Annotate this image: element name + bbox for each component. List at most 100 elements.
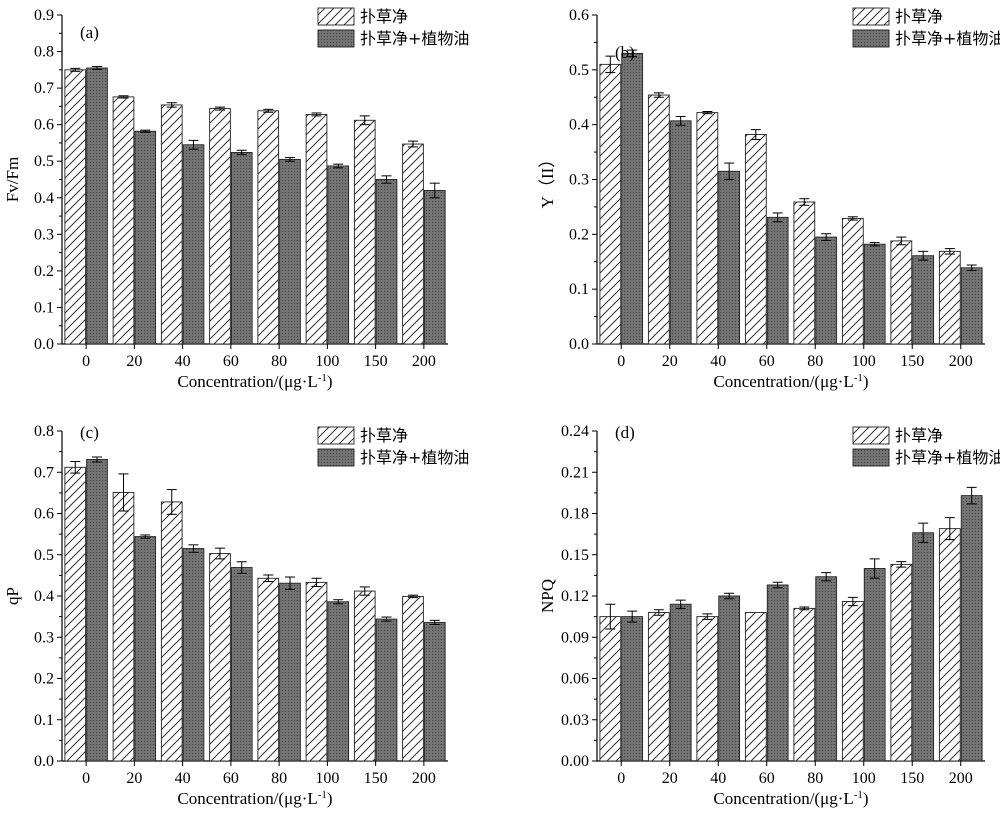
bar-prometryn (647, 612, 670, 762)
bar-prometryn (599, 616, 622, 762)
x-tick-label: 80 (807, 353, 823, 370)
bar-prometryn (257, 577, 280, 762)
y-tick-label: 0.0 (34, 336, 54, 353)
y-tick-label: 0.00 (561, 753, 589, 770)
y-tick-label: 0.15 (561, 547, 589, 564)
x-tick-label: 0 (617, 770, 625, 787)
bar-prometryn-oil (766, 584, 789, 762)
legend-label: 扑草净+植物油 (895, 448, 1000, 467)
legend-label: 扑草净+植物油 (895, 29, 1000, 48)
y-tick-label: 0.4 (569, 117, 589, 134)
y-tick-label: 0.3 (569, 172, 589, 189)
y-tick-label: 0.4 (34, 190, 54, 207)
bar-prometryn (64, 466, 87, 762)
bar-prometryn (841, 217, 864, 345)
legend-swatch (852, 7, 890, 26)
bar-prometryn-oil (815, 236, 838, 345)
bar-prometryn (64, 69, 87, 345)
bar-prometryn (402, 143, 424, 345)
bar-prometryn-oil (230, 151, 253, 345)
bar-prometryn (793, 607, 816, 762)
bar-prometryn (209, 108, 231, 345)
y-tick-label: 0.0 (34, 753, 54, 770)
panel-label: (a) (80, 23, 99, 42)
x-tick-label: 150 (364, 353, 388, 370)
bar-prometryn-oil (669, 120, 692, 345)
bar-prometryn (160, 501, 183, 762)
x-tick-label: 40 (710, 353, 726, 370)
x-tick-label: 200 (949, 770, 973, 787)
bar-prometryn (938, 250, 961, 345)
y-tick-label: 0.2 (34, 671, 54, 688)
bar-prometryn (305, 581, 328, 762)
bar-prometryn-oil (912, 255, 935, 345)
x-tick-label: 100 (315, 770, 339, 787)
bar-prometryn (938, 528, 961, 762)
y-tick-label: 0.3 (34, 226, 54, 243)
bar-prometryn-oil (718, 595, 741, 762)
x-tick-label: 60 (759, 770, 775, 787)
bar-prometryn-oil (863, 568, 886, 762)
x-tick-label: 200 (412, 770, 436, 787)
bar-prometryn (599, 63, 622, 345)
bar-prometryn-oil (960, 267, 983, 345)
legend-label: 扑草净+植物油 (360, 29, 469, 48)
bar-prometryn (890, 563, 913, 762)
y-tick-label: 0.0 (569, 336, 589, 353)
bar-prometryn (696, 616, 719, 762)
bar-prometryn-oil (279, 158, 301, 345)
x-tick-label: 200 (949, 353, 973, 370)
bar-prometryn (112, 492, 135, 762)
x-tick-label: 100 (315, 353, 339, 370)
x-tick-label: 20 (126, 353, 142, 370)
bar-prometryn (841, 601, 864, 762)
x-tick-label: 80 (271, 353, 287, 370)
legend-label: 扑草净 (360, 7, 408, 26)
x-tick-label: 150 (900, 353, 924, 370)
bar-prometryn (305, 113, 328, 345)
legend-swatch (317, 448, 355, 467)
x-tick-label: 200 (412, 353, 436, 370)
bar-prometryn-oil (718, 170, 741, 345)
legend-label: 扑草净 (895, 7, 943, 26)
y-tick-label: 0.03 (561, 712, 589, 729)
bar-prometryn-oil (815, 576, 838, 762)
x-tick-label: 0 (82, 353, 90, 370)
x-tick-label: 20 (662, 770, 678, 787)
bar-prometryn (744, 134, 767, 345)
bar-prometryn-oil (327, 601, 350, 762)
legend-swatch (317, 29, 355, 48)
x-axis-title: Concentration/(μg·L-1) (177, 372, 332, 391)
legend-swatch (852, 426, 890, 445)
x-tick-label: 60 (223, 353, 239, 370)
x-axis-title: Concentration/(μg·L-1) (177, 789, 332, 808)
bar-prometryn-oil (327, 165, 350, 345)
bar-prometryn (112, 96, 135, 345)
x-axis-title: Concentration/(μg·L-1) (713, 372, 868, 391)
y-tick-label: 0.6 (569, 7, 589, 24)
bar-prometryn-oil (134, 536, 157, 762)
bar-prometryn-oil (230, 567, 253, 762)
y-tick-label: 0.6 (34, 117, 54, 134)
y-tick-label: 0.1 (34, 299, 54, 316)
bar-prometryn-oil (863, 243, 886, 345)
bar-prometryn (209, 553, 231, 762)
y-tick-label: 0.5 (34, 547, 54, 564)
bar-prometryn (257, 110, 280, 345)
bar-prometryn-oil (669, 603, 692, 762)
x-tick-label: 100 (852, 770, 876, 787)
x-tick-label: 60 (223, 770, 239, 787)
chart-panel-2: 0.0 0.1 0.2 0.3 0.4 0.5 0.6 0 20 40 60 80 100 150 200 C… (538, 7, 1000, 391)
y-tick-label: 0.8 (34, 423, 54, 440)
x-tick-label: 40 (175, 770, 191, 787)
y-tick-label: 0.9 (34, 7, 54, 24)
x-axis-title: Concentration/(μg·L-1) (713, 789, 868, 808)
y-tick-label: 0.4 (34, 588, 54, 605)
y-tick-label: 0.18 (561, 506, 589, 523)
y-tick-label: 0.1 (34, 712, 54, 729)
x-tick-label: 60 (759, 353, 775, 370)
